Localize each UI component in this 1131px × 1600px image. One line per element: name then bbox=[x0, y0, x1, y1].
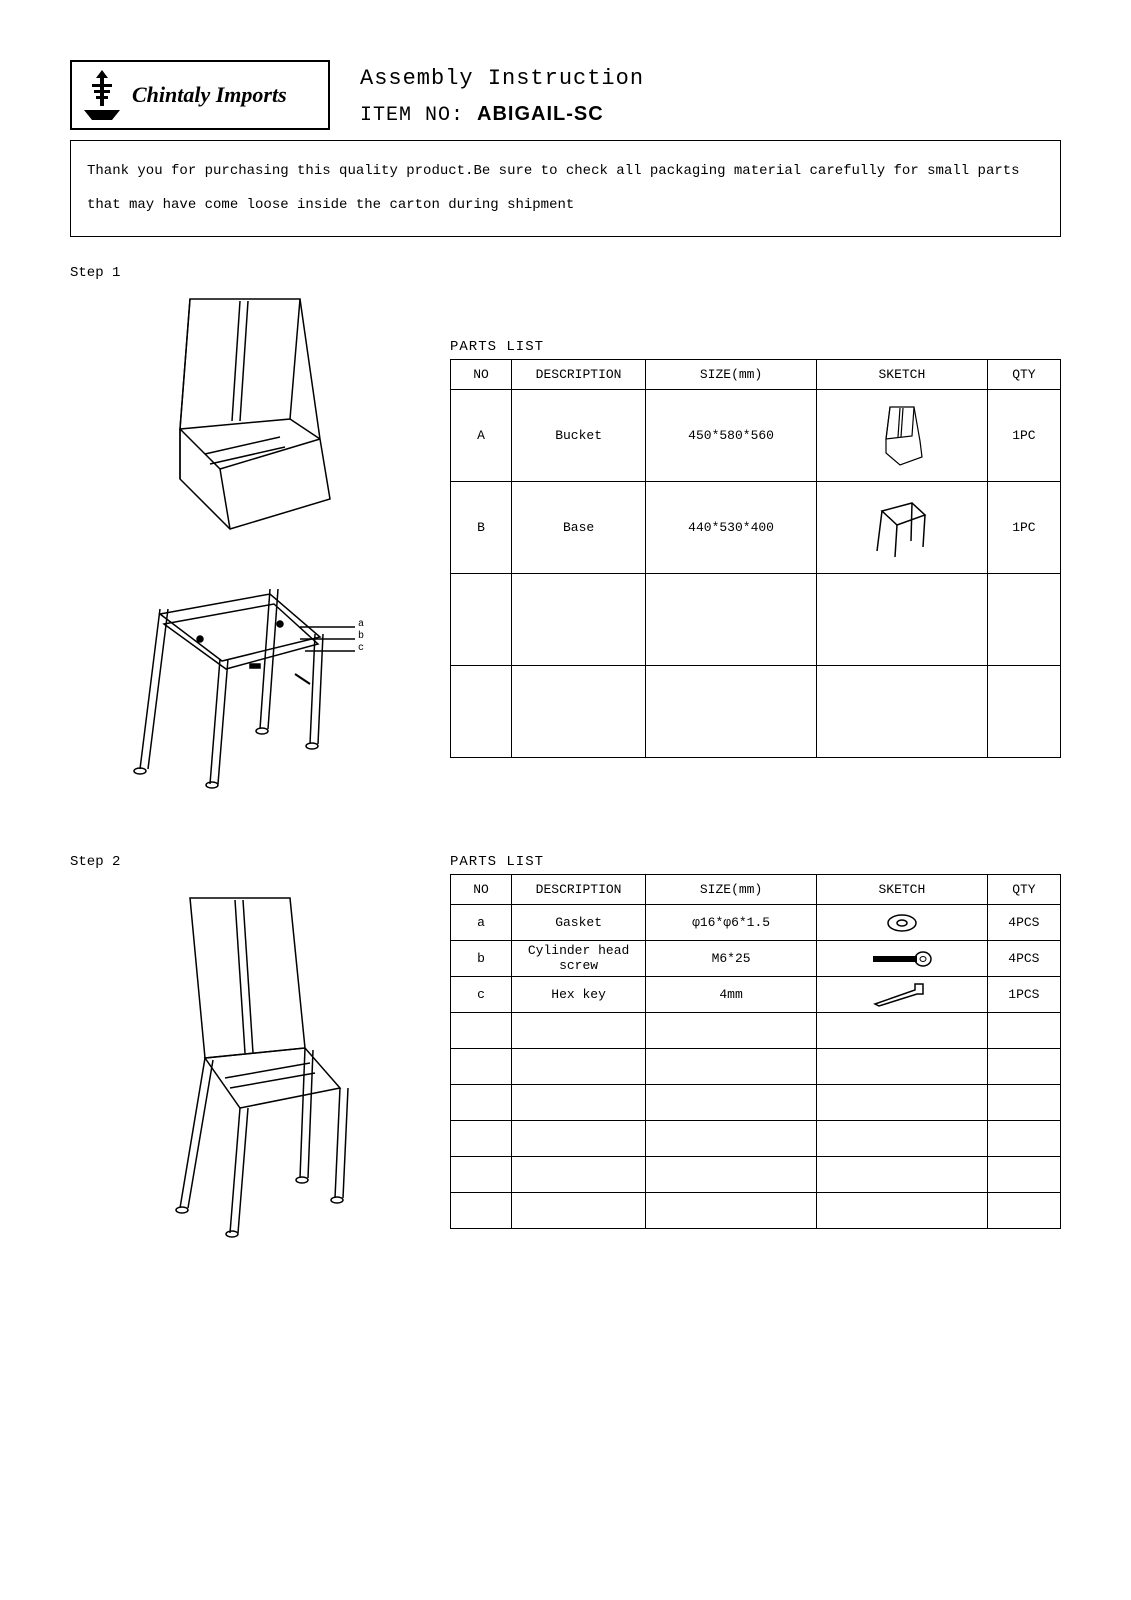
table-row: b Cylinder head screw M6*25 4PCS bbox=[451, 941, 1061, 977]
table-row: c Hex key 4mm 1PCS bbox=[451, 977, 1061, 1013]
cell-size bbox=[646, 574, 817, 666]
step2-parts: PARTS LIST NO DESCRIPTION SIZE(mm) SKETC… bbox=[450, 854, 1061, 1238]
table-row bbox=[451, 1049, 1061, 1085]
cell-qty: 4PCS bbox=[987, 905, 1060, 941]
cell-qty bbox=[987, 574, 1060, 666]
intro-text: Thank you for purchasing this quality pr… bbox=[70, 140, 1061, 237]
cell-sketch bbox=[816, 574, 987, 666]
cell-desc: Bucket bbox=[512, 390, 646, 482]
cell-desc: Cylinder head screw bbox=[512, 941, 646, 977]
cell-sketch bbox=[816, 977, 987, 1013]
table-row bbox=[451, 1121, 1061, 1157]
annot-b: b bbox=[358, 631, 364, 642]
cell-size: φ16*φ6*1.5 bbox=[646, 905, 817, 941]
bucket-sketch-icon bbox=[872, 401, 932, 471]
cell-qty bbox=[987, 666, 1060, 758]
cell-no bbox=[451, 666, 512, 758]
step1-parts-table: NO DESCRIPTION SIZE(mm) SKETCH QTY A Buc… bbox=[450, 359, 1061, 758]
table-row bbox=[451, 574, 1061, 666]
th-size: SIZE(mm) bbox=[646, 360, 817, 390]
cell-size bbox=[646, 666, 817, 758]
table-row: B Base 440*530*400 bbox=[451, 482, 1061, 574]
th-size: SIZE(mm) bbox=[646, 875, 817, 905]
step1-row: a b c PARTS LIST NO DESCRIPTION SIZE(mm)… bbox=[70, 289, 1061, 794]
step1-label: Step 1 bbox=[70, 265, 1061, 281]
cell-desc bbox=[512, 666, 646, 758]
cell-qty: 1PCS bbox=[987, 977, 1060, 1013]
gasket-icon bbox=[882, 911, 922, 935]
th-desc: DESCRIPTION bbox=[512, 875, 646, 905]
cell-size: M6*25 bbox=[646, 941, 817, 977]
th-desc: DESCRIPTION bbox=[512, 360, 646, 390]
step1-diagram: a b c bbox=[70, 289, 430, 794]
th-no: NO bbox=[451, 360, 512, 390]
step2-diagram: Step 2 bbox=[70, 854, 430, 1238]
cell-size: 4mm bbox=[646, 977, 817, 1013]
table-row bbox=[451, 1157, 1061, 1193]
hexkey-icon bbox=[867, 982, 937, 1008]
cell-qty: 1PC bbox=[987, 482, 1060, 574]
table-row: a Gasket φ16*φ6*1.5 4PCS bbox=[451, 905, 1061, 941]
cell-no: b bbox=[451, 941, 512, 977]
cell-desc bbox=[512, 574, 646, 666]
th-sketch: SKETCH bbox=[816, 875, 987, 905]
cell-no: B bbox=[451, 482, 512, 574]
annot-c: c bbox=[358, 643, 364, 654]
cell-qty: 1PC bbox=[987, 390, 1060, 482]
doc-title: Assembly Instruction bbox=[360, 66, 644, 91]
cell-size: 450*580*560 bbox=[646, 390, 817, 482]
header: Chintaly Imports Assembly Instruction IT… bbox=[70, 60, 1061, 130]
cell-sketch bbox=[816, 905, 987, 941]
table-row: A Bucket 450*580*560 1PC bbox=[451, 390, 1061, 482]
brand-logo-box: Chintaly Imports bbox=[70, 60, 330, 130]
step2-label: Step 2 bbox=[70, 854, 120, 870]
base-sketch-icon bbox=[867, 493, 937, 563]
step2-row: Step 2 bbox=[70, 854, 1061, 1238]
step2-parts-title: PARTS LIST bbox=[450, 854, 1061, 870]
item-no-line: ITEM NO: ABIGAIL-SC bbox=[360, 103, 644, 127]
base-diagram-icon bbox=[100, 569, 400, 789]
cell-no bbox=[451, 574, 512, 666]
item-no-value: ABIGAIL-SC bbox=[477, 103, 604, 125]
ship-icon bbox=[82, 70, 122, 120]
bucket-diagram-icon bbox=[120, 289, 380, 569]
table-row bbox=[451, 1013, 1061, 1049]
cell-desc: Hex key bbox=[512, 977, 646, 1013]
cell-desc: Gasket bbox=[512, 905, 646, 941]
th-qty: QTY bbox=[987, 875, 1060, 905]
cell-sketch bbox=[816, 666, 987, 758]
th-sketch: SKETCH bbox=[816, 360, 987, 390]
item-no-label: ITEM NO: bbox=[360, 104, 464, 127]
cell-sketch bbox=[816, 390, 987, 482]
cell-desc: Base bbox=[512, 482, 646, 574]
step2-parts-table: NO DESCRIPTION SIZE(mm) SKETCH QTY a Gas… bbox=[450, 874, 1061, 1229]
step1-parts-title: PARTS LIST bbox=[450, 339, 1061, 355]
assembled-chair-icon bbox=[110, 878, 390, 1238]
step1-parts: PARTS LIST NO DESCRIPTION SIZE(mm) SKETC… bbox=[450, 289, 1061, 794]
table-row bbox=[451, 1085, 1061, 1121]
table-row bbox=[451, 1193, 1061, 1229]
cell-qty: 4PCS bbox=[987, 941, 1060, 977]
screw-icon bbox=[867, 949, 937, 969]
title-block: Assembly Instruction ITEM NO: ABIGAIL-SC bbox=[360, 60, 644, 127]
th-no: NO bbox=[451, 875, 512, 905]
cell-no: c bbox=[451, 977, 512, 1013]
annot-a: a bbox=[358, 619, 364, 630]
cell-sketch bbox=[816, 941, 987, 977]
th-qty: QTY bbox=[987, 360, 1060, 390]
cell-sketch bbox=[816, 482, 987, 574]
cell-no: A bbox=[451, 390, 512, 482]
table-row bbox=[451, 666, 1061, 758]
cell-no: a bbox=[451, 905, 512, 941]
brand-name: Chintaly Imports bbox=[132, 82, 287, 108]
cell-size: 440*530*400 bbox=[646, 482, 817, 574]
